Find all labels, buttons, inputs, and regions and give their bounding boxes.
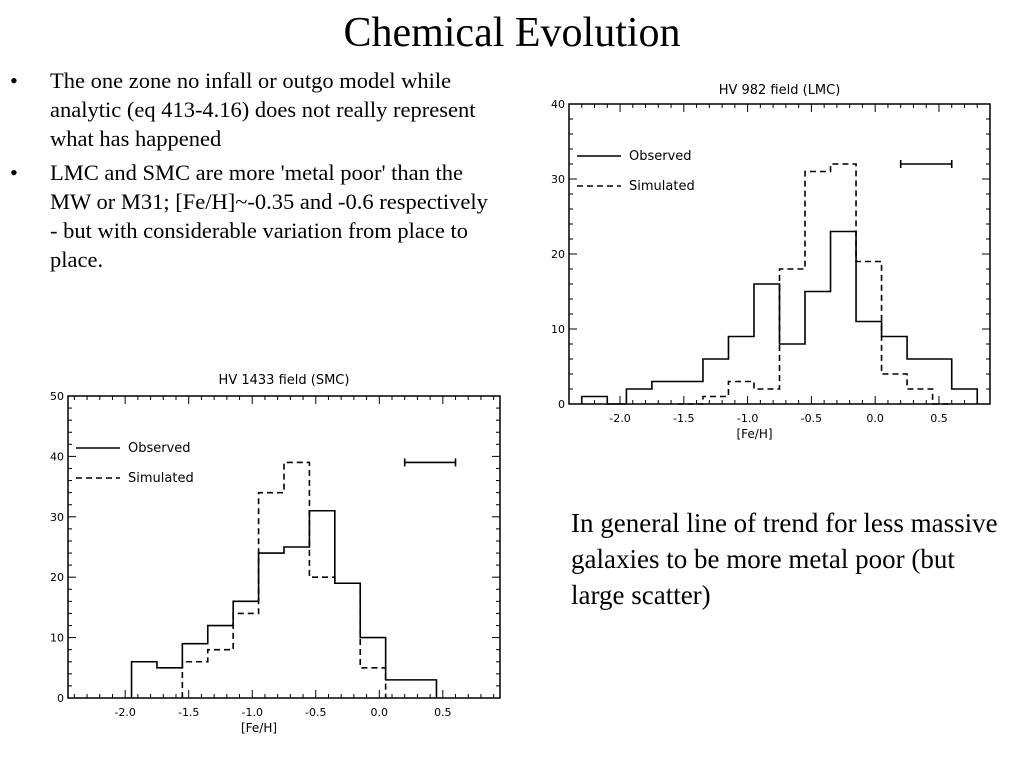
x-tick-label: -0.5 [801,412,822,425]
y-tick-label: 30 [551,173,565,186]
y-tick-label: 20 [50,571,64,584]
smc-histogram-chart: HV 1433 field (SMC) -2.0 -1.5 -1.0 -0.5 0.0 0.… [50,373,501,735]
observed-histogram-line [130,509,438,698]
legend-label: Observed [128,441,191,456]
bullet-item: • LMC and SMC are more 'metal poor' than… [8,158,498,274]
observed-histogram-line [580,230,979,405]
y-tick-label: 10 [50,632,64,645]
bullet-dot-icon: • [10,68,18,93]
conclusion-text: In general line of trend for less massiv… [571,508,998,610]
simulated-histogram-line [181,461,387,698]
bullet-list: • The one zone no infall or outgo model … [8,66,498,279]
bullet-item: • The one zone no infall or outgo model … [8,66,498,153]
x-axis-label: [Fe/H] [736,427,772,441]
x-tick-label: -1.5 [178,706,199,719]
chart-title: HV 1433 field (SMC) [219,373,350,388]
legend-label: Simulated [629,179,695,194]
lmc-histogram-chart: HV 982 field (LMC) -2.0 -1.5 -1.0 -0.5 0.0 0.5… [551,83,991,441]
x-tick-label: -2.0 [609,412,630,425]
x-tick-label: -1.0 [737,412,758,425]
plot-frame [67,395,501,699]
slide-title: Chemical Evolution [343,10,681,56]
x-tick-label: 0.5 [930,412,948,425]
bullet-dot-icon: • [10,160,18,185]
y-tick-label: 40 [551,98,565,111]
bullet-text: LMC and SMC are more 'metal poor' than t… [50,160,488,272]
y-tick-label: 0 [558,398,565,411]
x-tick-label: 0.0 [866,412,884,425]
simulated-histogram-line [677,163,952,405]
x-axis-label: [Fe/H] [241,721,277,735]
y-tick-label: 40 [50,450,64,463]
y-tick-label: 10 [551,323,565,336]
x-tick-label: 0.5 [434,706,452,719]
x-tick-label: -1.0 [242,706,263,719]
x-tick-label: 0.0 [371,706,389,719]
y-tick-label: 20 [551,248,565,261]
chart-title: HV 982 field (LMC) [719,83,841,98]
x-tick-label: -0.5 [305,706,326,719]
bullet-text: The one zone no infall or outgo model wh… [50,68,476,151]
x-tick-label: -1.5 [673,412,694,425]
legend-label: Simulated [128,471,194,486]
legend-label: Observed [629,149,692,164]
y-tick-label: 50 [50,390,64,403]
y-tick-label: 0 [57,692,64,705]
y-tick-label: 30 [50,511,64,524]
x-tick-label: -2.0 [114,706,135,719]
